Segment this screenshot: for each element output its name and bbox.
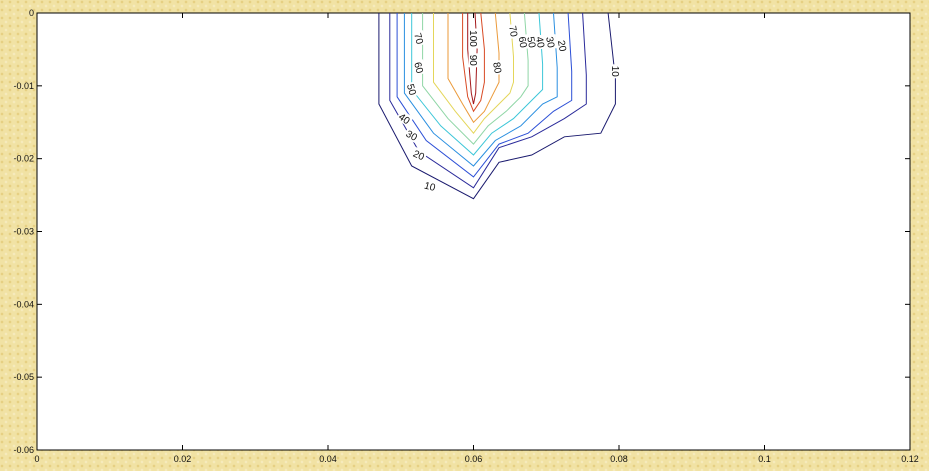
contour-line-10 xyxy=(378,12,616,200)
x-tick-label: 0.12 xyxy=(901,454,919,464)
y-tick-label: -0.02 xyxy=(13,154,34,164)
contour-line-60 xyxy=(422,12,529,145)
contour-label-text: 60 xyxy=(516,36,529,49)
contour-label: 10 xyxy=(421,178,439,195)
y-tick-label: -0.05 xyxy=(13,372,34,382)
y-tick-label: -0.03 xyxy=(13,227,34,237)
contour-label: 20 xyxy=(410,146,428,164)
contour-label-text: 10 xyxy=(609,66,620,78)
contour-label-text: 30 xyxy=(404,129,420,144)
axis-ticks: 0 0.02 0.04 0.06 0.08 0.1 0.12 0 -0.01 -0.02 -0.03… xyxy=(13,8,918,464)
contour-label: 100 xyxy=(467,28,480,49)
contour-label-text: 20 xyxy=(411,149,426,164)
contour-label-text: 50 xyxy=(524,36,537,49)
plot-area xyxy=(36,12,911,451)
contour-label: 40 xyxy=(395,109,414,127)
contour-label: 20 xyxy=(555,37,570,54)
y-tick-label: 0 xyxy=(29,8,34,18)
x-tick-label: 0.1 xyxy=(758,454,771,464)
x-tick-label: 0.06 xyxy=(465,454,483,464)
contour-label: 50 xyxy=(404,81,420,98)
contour-line-70 xyxy=(433,12,514,135)
y-tick-label: -0.06 xyxy=(13,445,34,455)
contour-label-text: 100 xyxy=(467,30,478,47)
contour-label: 10 xyxy=(609,64,622,79)
contour-label-text: 90 xyxy=(467,55,478,67)
x-tick-label: 0.02 xyxy=(174,454,192,464)
contour-label: 60 xyxy=(411,59,427,76)
x-tick-label: 0.04 xyxy=(319,454,337,464)
contour-label-text: 70 xyxy=(506,25,519,38)
y-tick-label: -0.01 xyxy=(13,81,34,91)
contour-label-text: 40 xyxy=(533,36,546,49)
x-tick-label: 0 xyxy=(34,454,39,464)
x-tick-label: 0.08 xyxy=(610,454,628,464)
y-tick-label: -0.04 xyxy=(13,299,34,309)
contour-label-text: 20 xyxy=(555,40,568,53)
contour-label-text: 10 xyxy=(423,181,437,195)
contour-label-text: 50 xyxy=(404,83,418,97)
contour-line-90 xyxy=(462,12,485,113)
contour-label: 30 xyxy=(403,126,421,144)
contour-label: 80 xyxy=(490,59,505,76)
contour-label: 70 xyxy=(506,23,521,39)
contour-label-text: 30 xyxy=(543,36,556,49)
contour-label: 30 xyxy=(543,34,558,50)
contour-label: 40 xyxy=(533,34,548,50)
contour-line-40 xyxy=(403,12,558,167)
contour-label-text: 70 xyxy=(411,32,425,46)
contour-line-20 xyxy=(389,12,587,189)
contour-line-50 xyxy=(411,12,544,156)
contour-label-text: 80 xyxy=(490,61,503,74)
contour-label: 90 xyxy=(467,53,480,68)
contour-label: 70 xyxy=(411,30,427,47)
contour-line-100 xyxy=(467,12,478,105)
contour-label-text: 60 xyxy=(411,61,425,75)
